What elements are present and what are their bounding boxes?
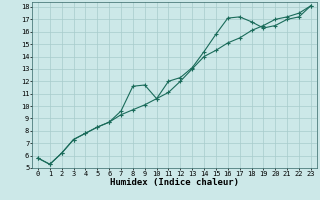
X-axis label: Humidex (Indice chaleur): Humidex (Indice chaleur) — [110, 178, 239, 187]
